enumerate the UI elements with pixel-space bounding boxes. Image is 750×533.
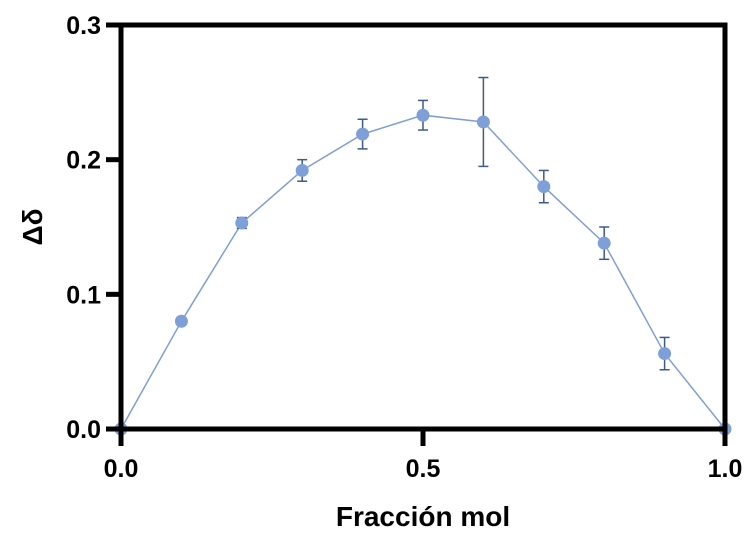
data-point	[356, 127, 370, 141]
data-point	[235, 216, 249, 230]
plot-frame	[118, 22, 728, 432]
data-point	[476, 115, 490, 129]
data-point	[295, 163, 309, 177]
x-tick-label: 0.0	[104, 455, 139, 483]
data-point	[537, 180, 551, 194]
y-tick-label: 0.0	[66, 416, 101, 444]
data-point	[597, 236, 611, 250]
plot-layer	[114, 76, 732, 436]
series-line	[120, 114, 726, 430]
y-tick-label: 0.1	[66, 281, 101, 309]
y-tick-label: 0.2	[66, 147, 101, 175]
data-point	[174, 314, 188, 328]
x-tick-label: 1.0	[708, 455, 743, 483]
y-tick-label: 0.3	[66, 12, 101, 40]
x-tick-label: 0.5	[406, 455, 441, 483]
y-axis-title: Δδ	[17, 208, 48, 245]
data-point	[416, 108, 430, 122]
data-point	[658, 347, 672, 361]
x-axis-title: Fracción mol	[336, 501, 510, 532]
axis-layer: 0.0 0.5 1.0 0.0 0.1 0.2 0.3	[66, 12, 742, 483]
